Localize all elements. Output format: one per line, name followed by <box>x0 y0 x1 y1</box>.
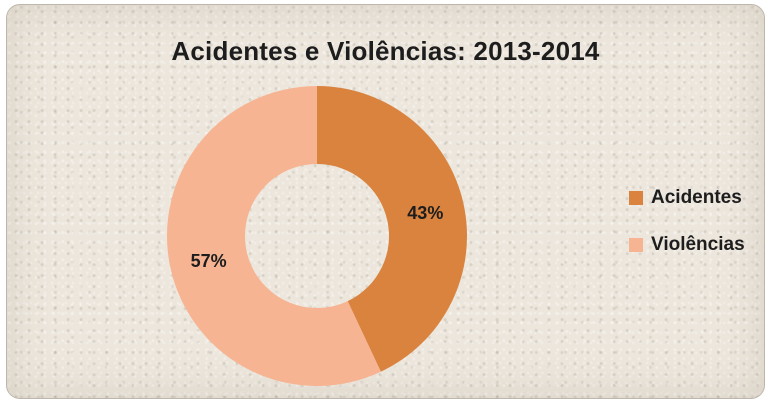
legend-swatch-violencias <box>629 238 643 252</box>
legend-label-acidentes: Acidentes <box>651 187 742 208</box>
donut-slice-acidentes <box>317 86 467 372</box>
chart-frame: Acidentes e Violências: 2013-2014 43% 57%… <box>6 4 765 399</box>
slice-label-acidentes: 43% <box>407 203 443 223</box>
legend-swatch-acidentes <box>629 191 643 205</box>
chart-title: Acidentes e Violências: 2013-2014 <box>171 36 600 66</box>
legend-item-violencias: Violências <box>629 233 745 257</box>
chart-legend: Acidentes Violências <box>629 186 745 280</box>
legend-item-acidentes: Acidentes <box>629 186 745 210</box>
slice-label-violncias: 57% <box>191 251 227 271</box>
donut-chart: 43% 57% <box>167 86 467 387</box>
legend-label-violencias: Violências <box>651 234 745 255</box>
donut-slice-violncias <box>167 86 381 387</box>
